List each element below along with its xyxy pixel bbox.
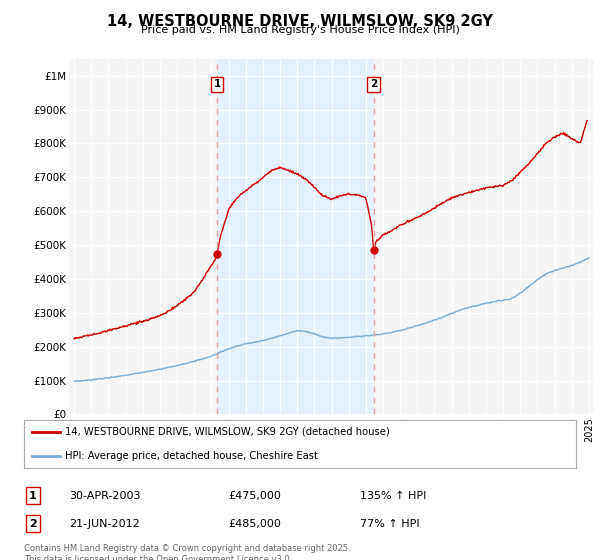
Text: 1: 1 [214,79,221,89]
Text: £475,000: £475,000 [228,491,281,501]
Text: 21-JUN-2012: 21-JUN-2012 [69,519,140,529]
Text: £485,000: £485,000 [228,519,281,529]
Text: 2: 2 [370,79,377,89]
Bar [217,59,374,414]
Text: 30-APR-2003: 30-APR-2003 [69,491,140,501]
Text: 135% ↑ HPI: 135% ↑ HPI [360,491,427,501]
Text: 14, WESTBOURNE DRIVE, WILMSLOW, SK9 2GY (detached house): 14, WESTBOURNE DRIVE, WILMSLOW, SK9 2GY … [65,427,390,437]
Text: 1: 1 [29,491,37,501]
Text: 14, WESTBOURNE DRIVE, WILMSLOW, SK9 2GY: 14, WESTBOURNE DRIVE, WILMSLOW, SK9 2GY [107,14,493,29]
Text: Price paid vs. HM Land Registry's House Price Index (HPI): Price paid vs. HM Land Registry's House … [140,25,460,35]
Text: 2: 2 [29,519,37,529]
Text: Contains HM Land Registry data © Crown copyright and database right 2025.
This d: Contains HM Land Registry data © Crown c… [24,544,350,560]
Text: HPI: Average price, detached house, Cheshire East: HPI: Average price, detached house, Ches… [65,451,318,461]
Text: 77% ↑ HPI: 77% ↑ HPI [360,519,419,529]
